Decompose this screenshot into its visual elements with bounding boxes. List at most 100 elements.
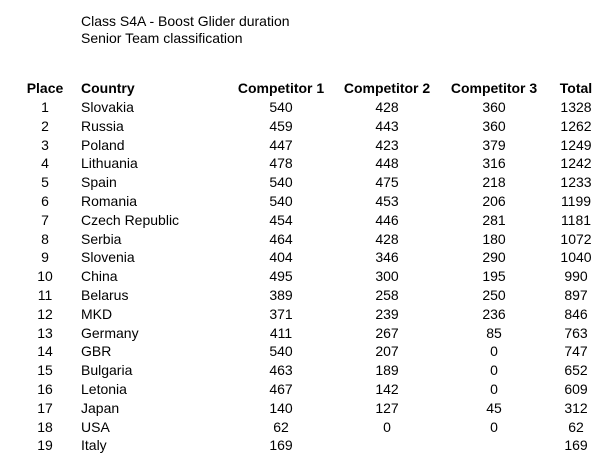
cell-total: 312 bbox=[564, 399, 588, 416]
cell-country: Poland bbox=[81, 136, 125, 153]
table-row: 3 Poland 447 423 379 1249 bbox=[22, 136, 605, 155]
cell-competitor-2: 446 bbox=[375, 211, 399, 228]
cell-competitor-1: 62 bbox=[273, 418, 289, 435]
cell-total: 169 bbox=[564, 437, 588, 454]
cell-competitor-1: 540 bbox=[269, 343, 293, 360]
cell-competitor-1: 464 bbox=[269, 230, 293, 247]
cell-country: Japan bbox=[81, 399, 120, 416]
cell-total: 1072 bbox=[560, 230, 592, 247]
cell-competitor-2: 127 bbox=[375, 399, 399, 416]
cell-competitor-2: 300 bbox=[375, 268, 399, 285]
page-subtitle: Senior Team classification bbox=[81, 30, 243, 46]
cell-country: Russia bbox=[81, 117, 124, 134]
table-row: 2 Russia 459 443 360 1262 bbox=[22, 117, 605, 136]
cell-place: 6 bbox=[41, 192, 49, 209]
table-row: 13 Germany 411 267 85 763 bbox=[22, 324, 605, 343]
results-table: Place Country Competitor 1 Competitor 2 … bbox=[22, 78, 605, 455]
cell-total: 897 bbox=[564, 286, 588, 303]
table-row: 16 Letonia 467 142 0 609 bbox=[22, 380, 605, 399]
cell-country: USA bbox=[81, 418, 110, 435]
cell-competitor-2: 475 bbox=[375, 174, 399, 191]
table-row: 7 Czech Republic 454 446 281 1181 bbox=[22, 211, 605, 230]
cell-place: 17 bbox=[37, 399, 53, 416]
cell-competitor-3: 0 bbox=[490, 362, 498, 379]
header-country: Country bbox=[81, 80, 135, 96]
cell-total: 1328 bbox=[560, 99, 592, 115]
cell-competitor-1: 371 bbox=[269, 305, 293, 322]
cell-country: MKD bbox=[81, 305, 113, 322]
cell-competitor-3 bbox=[441, 436, 547, 455]
cell-competitor-2: 346 bbox=[375, 249, 399, 266]
cell-place: 4 bbox=[41, 155, 49, 172]
cell-country: Romania bbox=[81, 192, 138, 209]
cell-competitor-3: 360 bbox=[482, 117, 506, 134]
cell-place: 1 bbox=[41, 99, 49, 115]
table-row: 15 Bulgaria 463 189 0 652 bbox=[22, 361, 605, 380]
cell-country: Germany bbox=[81, 324, 139, 341]
header-total: Total bbox=[559, 80, 593, 96]
cell-competitor-3: 206 bbox=[482, 192, 506, 209]
table-row: 12 MKD 371 239 236 846 bbox=[22, 305, 605, 324]
cell-total: 652 bbox=[564, 362, 588, 379]
cell-competitor-3: 0 bbox=[490, 380, 498, 397]
cell-competitor-2: 239 bbox=[375, 305, 399, 322]
table-row: 1 Slovakia 540 428 360 1328 bbox=[22, 98, 605, 117]
cell-competitor-2: 423 bbox=[375, 136, 399, 153]
table-row: 8 Serbia 464 428 180 1072 bbox=[22, 230, 605, 249]
cell-competitor-1: 411 bbox=[269, 324, 293, 341]
cell-country: Letonia bbox=[81, 380, 127, 397]
cell-total: 1262 bbox=[560, 117, 592, 134]
cell-place: 18 bbox=[37, 418, 53, 435]
cell-competitor-3: 250 bbox=[482, 286, 506, 303]
table-row: 10 China 495 300 195 990 bbox=[22, 267, 605, 286]
cell-competitor-1: 459 bbox=[269, 117, 293, 134]
cell-competitor-1: 169 bbox=[269, 437, 293, 454]
cell-competitor-2: 428 bbox=[375, 99, 399, 115]
cell-total: 1040 bbox=[560, 249, 592, 266]
cell-total: 609 bbox=[564, 380, 588, 397]
cell-competitor-3: 290 bbox=[482, 249, 506, 266]
cell-competitor-3: 85 bbox=[486, 324, 502, 341]
table-row: 17 Japan 140 127 45 312 bbox=[22, 399, 605, 418]
cell-place: 16 bbox=[37, 380, 53, 397]
table-header: Place Country Competitor 1 Competitor 2 … bbox=[22, 78, 605, 98]
cell-place: 7 bbox=[41, 211, 49, 228]
cell-competitor-2 bbox=[333, 436, 441, 455]
cell-place: 12 bbox=[37, 305, 53, 322]
cell-competitor-1: 454 bbox=[269, 211, 293, 228]
table-row: 18 USA 62 0 0 62 bbox=[22, 418, 605, 437]
cell-country: Italy bbox=[81, 437, 107, 454]
cell-competitor-1: 447 bbox=[269, 136, 293, 153]
cell-total: 62 bbox=[568, 418, 584, 435]
cell-competitor-1: 540 bbox=[269, 99, 293, 115]
cell-competitor-2: 443 bbox=[375, 117, 399, 134]
cell-place: 15 bbox=[37, 362, 53, 379]
cell-country: China bbox=[81, 268, 118, 285]
cell-competitor-2: 207 bbox=[375, 343, 399, 360]
cell-country: GBR bbox=[81, 343, 112, 360]
cell-competitor-1: 140 bbox=[269, 399, 293, 416]
cell-competitor-2: 0 bbox=[383, 418, 391, 435]
cell-country: Serbia bbox=[81, 230, 122, 247]
cell-total: 747 bbox=[564, 343, 588, 360]
cell-competitor-1: 404 bbox=[269, 249, 293, 266]
cell-place: 19 bbox=[37, 437, 53, 454]
cell-competitor-1: 463 bbox=[269, 362, 293, 379]
cell-competitor-3: 180 bbox=[482, 230, 506, 247]
cell-country: Belarus bbox=[81, 286, 129, 303]
cell-place: 8 bbox=[41, 230, 49, 247]
cell-competitor-2: 189 bbox=[375, 362, 399, 379]
cell-competitor-1: 540 bbox=[269, 174, 293, 191]
cell-country: Slovenia bbox=[81, 249, 135, 266]
table-row: 11 Belarus 389 258 250 897 bbox=[22, 286, 605, 305]
cell-place: 9 bbox=[41, 249, 49, 266]
table-body: 1 Slovakia 540 428 360 1328 2 Russia 459 443 360 12… bbox=[22, 98, 605, 455]
cell-total: 1242 bbox=[560, 155, 592, 172]
cell-total: 846 bbox=[564, 305, 588, 322]
cell-total: 1199 bbox=[560, 192, 592, 209]
cell-competitor-2: 142 bbox=[375, 380, 399, 397]
cell-country: Lithuania bbox=[81, 155, 138, 172]
cell-competitor-1: 467 bbox=[269, 380, 293, 397]
cell-competitor-3: 218 bbox=[482, 174, 506, 191]
cell-competitor-3: 236 bbox=[482, 305, 506, 322]
